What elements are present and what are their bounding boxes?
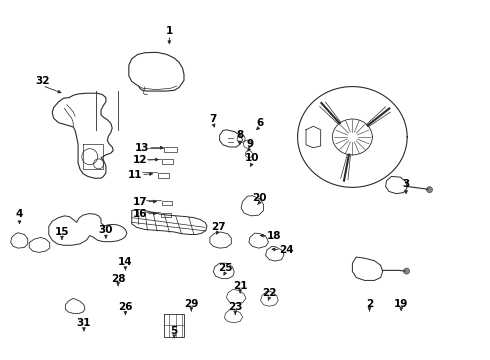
Text: 16: 16 [133, 209, 147, 219]
Text: 21: 21 [233, 281, 247, 291]
Text: 23: 23 [228, 302, 243, 312]
Text: 26: 26 [118, 302, 133, 312]
Text: 10: 10 [245, 153, 260, 163]
Text: 12: 12 [133, 155, 147, 165]
Text: 6: 6 [256, 118, 263, 128]
Text: 9: 9 [246, 139, 253, 149]
Text: 25: 25 [218, 263, 233, 273]
Text: 14: 14 [118, 257, 133, 267]
Text: 5: 5 [171, 325, 178, 336]
Text: 13: 13 [135, 143, 150, 153]
Text: 24: 24 [279, 245, 294, 255]
Text: 30: 30 [98, 225, 113, 235]
Text: 29: 29 [184, 299, 198, 309]
Text: 1: 1 [166, 26, 173, 36]
Text: 4: 4 [16, 209, 23, 219]
Text: 27: 27 [211, 222, 225, 231]
Text: 20: 20 [252, 193, 267, 203]
Text: 7: 7 [210, 114, 217, 124]
Text: 32: 32 [35, 76, 49, 86]
Text: 28: 28 [111, 274, 125, 284]
Text: 3: 3 [402, 179, 410, 189]
Circle shape [426, 187, 433, 193]
Text: 17: 17 [133, 197, 147, 207]
Text: 8: 8 [237, 130, 244, 140]
Text: 22: 22 [262, 288, 277, 298]
Text: 11: 11 [128, 170, 143, 180]
Text: 31: 31 [76, 319, 91, 328]
Text: 15: 15 [55, 227, 69, 237]
Circle shape [404, 268, 410, 274]
Text: 19: 19 [394, 299, 408, 309]
Text: 2: 2 [366, 299, 373, 309]
Text: 18: 18 [267, 231, 282, 240]
